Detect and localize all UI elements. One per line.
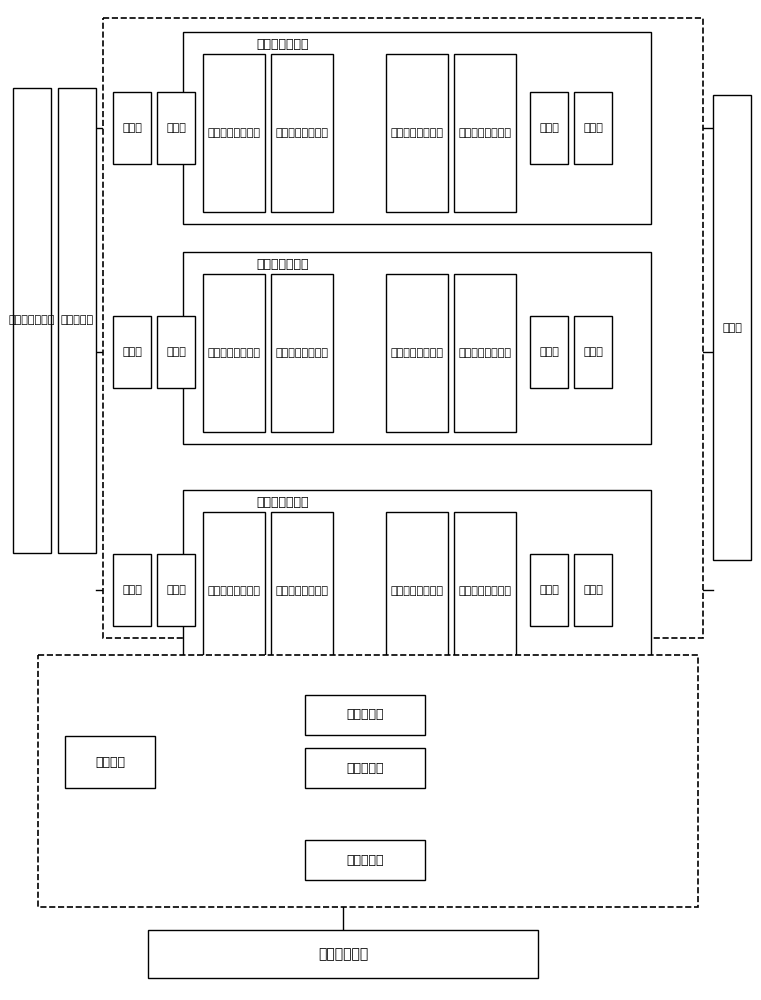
Text: 一级水处理系统: 一级水处理系统	[9, 315, 56, 325]
Text: 下向曝气生物滤池: 下向曝气生物滤池	[390, 348, 444, 358]
Bar	[271, 274, 333, 432]
Text: 进水阀: 进水阀	[122, 347, 142, 357]
Bar	[386, 512, 448, 670]
Text: 上向曝气生物滤池: 上向曝气生物滤池	[275, 586, 329, 596]
Text: 进水口: 进水口	[166, 585, 186, 595]
Text: 曝气生物滤池组: 曝气生物滤池组	[256, 38, 309, 51]
Text: 风量控制阀: 风量控制阀	[346, 762, 384, 774]
Bar	[574, 92, 612, 164]
Bar	[574, 316, 612, 388]
Text: 进水阀: 进水阀	[122, 585, 142, 595]
Bar	[113, 92, 151, 164]
Text: 风量控制阀: 风量控制阀	[346, 708, 384, 722]
Text: 上向曝气生物滤池: 上向曝气生物滤池	[458, 348, 511, 358]
Bar	[183, 252, 651, 444]
Bar	[113, 554, 151, 626]
Bar	[271, 512, 333, 670]
Text: 下向曝气生物滤池: 下向曝气生物滤池	[208, 348, 260, 358]
Text: 风量控制阀: 风量控制阀	[346, 854, 384, 866]
Bar	[38, 655, 698, 907]
Bar	[530, 92, 568, 164]
Bar	[305, 748, 425, 788]
Text: 下向曝气生物滤池: 下向曝气生物滤池	[390, 586, 444, 596]
Text: 上向曝气生物滤池: 上向曝气生物滤池	[458, 128, 511, 138]
Bar	[203, 54, 265, 212]
Bar	[530, 316, 568, 388]
Bar	[148, 930, 538, 978]
Bar	[530, 554, 568, 626]
Bar	[65, 736, 155, 788]
Text: 上向曝气生物滤池: 上向曝气生物滤池	[458, 586, 511, 596]
Text: 出水阀: 出水阀	[539, 585, 559, 595]
Bar	[386, 54, 448, 212]
Text: 出水阀: 出水阀	[539, 123, 559, 133]
Text: 出水口: 出水口	[583, 347, 603, 357]
Bar	[454, 274, 516, 432]
Bar	[157, 92, 195, 164]
Bar	[157, 316, 195, 388]
Bar	[305, 840, 425, 880]
Bar	[454, 54, 516, 212]
Text: 进水口: 进水口	[166, 123, 186, 133]
Text: 缓冲配水区: 缓冲配水区	[60, 315, 94, 325]
Text: 出水口: 出水口	[583, 585, 603, 595]
Bar	[58, 88, 96, 553]
Bar	[574, 554, 612, 626]
Text: 进水阀: 进水阀	[122, 123, 142, 133]
Bar	[203, 274, 265, 432]
Bar	[183, 490, 651, 682]
Bar	[713, 95, 751, 560]
Text: 下向曝气生物滤池: 下向曝气生物滤池	[390, 128, 444, 138]
Text: 曝气生物滤池组: 曝气生物滤池组	[256, 258, 309, 271]
Text: 曝气生物滤池组: 曝气生物滤池组	[256, 496, 309, 510]
Bar	[386, 274, 448, 432]
Bar	[203, 512, 265, 670]
Bar	[103, 18, 703, 638]
Text: 下向曝气生物滤池: 下向曝气生物滤池	[208, 586, 260, 596]
Bar	[113, 316, 151, 388]
Text: 自动控制装置: 自动控制装置	[318, 947, 368, 961]
Text: 进水口: 进水口	[166, 347, 186, 357]
Text: 下向曝气生物滤池: 下向曝气生物滤池	[208, 128, 260, 138]
Text: 出水区: 出水区	[722, 323, 742, 333]
Bar	[305, 695, 425, 735]
Text: 反洗风机: 反洗风机	[95, 756, 125, 768]
Bar	[157, 554, 195, 626]
Bar	[271, 54, 333, 212]
Bar	[183, 32, 651, 224]
Text: 上向曝气生物滤池: 上向曝气生物滤池	[275, 128, 329, 138]
Bar	[454, 512, 516, 670]
Text: 出水阀: 出水阀	[539, 347, 559, 357]
Bar	[13, 88, 51, 553]
Text: 上向曝气生物滤池: 上向曝气生物滤池	[275, 348, 329, 358]
Text: 出水口: 出水口	[583, 123, 603, 133]
